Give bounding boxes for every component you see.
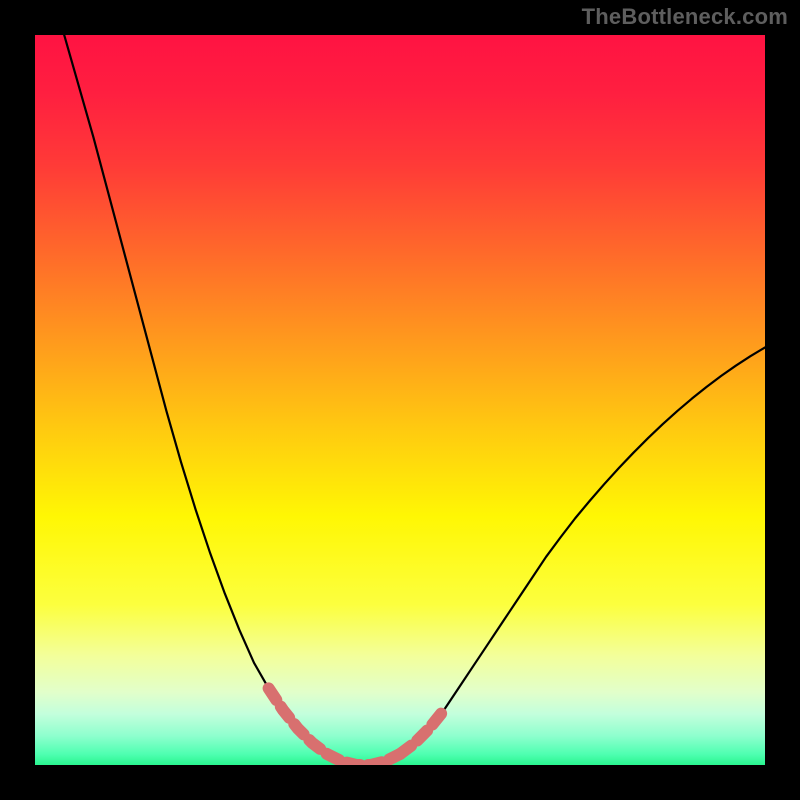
- watermark-label: TheBottleneck.com: [582, 4, 788, 30]
- plot-area: [35, 35, 765, 765]
- gradient-background: [35, 35, 765, 765]
- plot-svg: [35, 35, 765, 765]
- chart-canvas: TheBottleneck.com: [0, 0, 800, 800]
